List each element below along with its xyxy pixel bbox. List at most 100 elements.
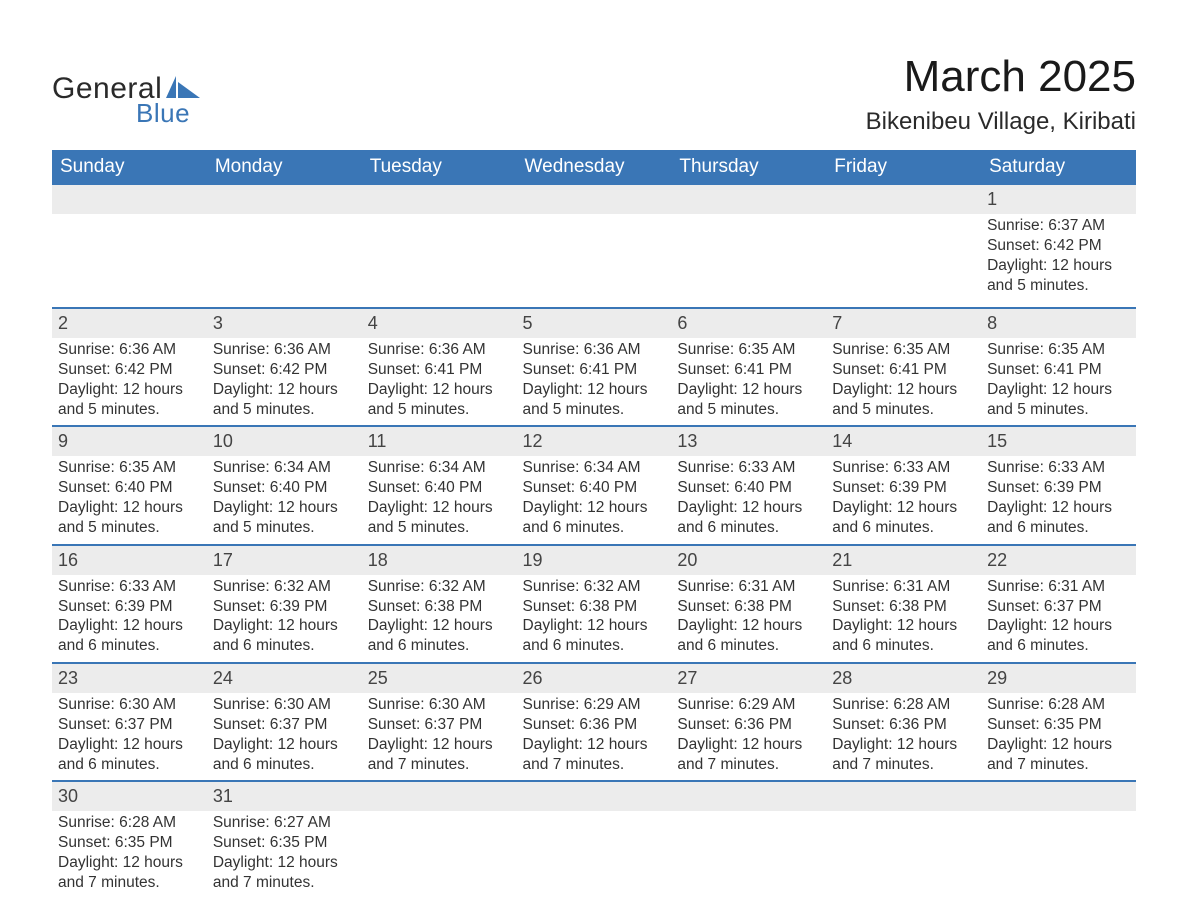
day-detail-row: Sunrise: 6:33 AMSunset: 6:39 PMDaylight:… <box>52 575 1136 663</box>
day-number-cell: 9 <box>52 426 207 456</box>
day-detail-cell: Sunrise: 6:35 AMSunset: 6:41 PMDaylight:… <box>826 338 981 426</box>
day-sunrise: Sunrise: 6:28 AM <box>832 695 975 715</box>
day-number-cell: 12 <box>517 426 672 456</box>
day-sunset: Sunset: 6:38 PM <box>677 597 820 617</box>
day-sunset: Sunset: 6:38 PM <box>523 597 666 617</box>
day-number-cell: 3 <box>207 308 362 338</box>
day-dl1: Daylight: 12 hours <box>213 498 356 518</box>
day-dl2: and 6 minutes. <box>832 636 975 656</box>
day-sunset: Sunset: 6:35 PM <box>213 833 356 853</box>
day-dl2: and 5 minutes. <box>368 400 511 420</box>
day-sunrise: Sunrise: 6:31 AM <box>987 577 1130 597</box>
day-dl2: and 5 minutes. <box>523 400 666 420</box>
day-dl1: Daylight: 12 hours <box>677 498 820 518</box>
day-dl1: Daylight: 12 hours <box>987 256 1130 276</box>
day-number-cell <box>362 185 517 214</box>
day-dl2: and 5 minutes. <box>58 400 201 420</box>
day-sunrise: Sunrise: 6:32 AM <box>523 577 666 597</box>
day-sunrise: Sunrise: 6:32 AM <box>368 577 511 597</box>
day-sunset: Sunset: 6:42 PM <box>58 360 201 380</box>
day-sunrise: Sunrise: 6:33 AM <box>677 458 820 478</box>
day-number-cell: 28 <box>826 663 981 693</box>
day-number-cell: 22 <box>981 545 1136 575</box>
day-dl2: and 6 minutes. <box>677 518 820 538</box>
day-number-row: 16171819202122 <box>52 545 1136 575</box>
day-number-cell: 29 <box>981 663 1136 693</box>
day-sunset: Sunset: 6:41 PM <box>368 360 511 380</box>
day-number-row: 3031 <box>52 781 1136 811</box>
day-number-row: 1 <box>52 185 1136 214</box>
day-sunset: Sunset: 6:36 PM <box>523 715 666 735</box>
day-dl1: Daylight: 12 hours <box>987 616 1130 636</box>
day-detail-cell <box>517 811 672 898</box>
location-subtitle: Bikenibeu Village, Kiribati <box>866 108 1136 136</box>
day-sunset: Sunset: 6:40 PM <box>677 478 820 498</box>
day-sunrise: Sunrise: 6:31 AM <box>677 577 820 597</box>
day-number-cell: 4 <box>362 308 517 338</box>
day-number-row: 9101112131415 <box>52 426 1136 456</box>
day-number-row: 2345678 <box>52 308 1136 338</box>
day-sunset: Sunset: 6:41 PM <box>523 360 666 380</box>
day-dl1: Daylight: 12 hours <box>987 498 1130 518</box>
day-sunrise: Sunrise: 6:27 AM <box>213 813 356 833</box>
day-sunrise: Sunrise: 6:30 AM <box>58 695 201 715</box>
day-detail-cell: Sunrise: 6:34 AMSunset: 6:40 PMDaylight:… <box>362 456 517 544</box>
day-sunrise: Sunrise: 6:35 AM <box>58 458 201 478</box>
day-sunrise: Sunrise: 6:36 AM <box>213 340 356 360</box>
day-sunset: Sunset: 6:35 PM <box>987 715 1130 735</box>
day-number-cell: 6 <box>671 308 826 338</box>
day-number-cell: 23 <box>52 663 207 693</box>
day-detail-cell: Sunrise: 6:33 AMSunset: 6:39 PMDaylight:… <box>826 456 981 544</box>
day-dl1: Daylight: 12 hours <box>58 498 201 518</box>
day-sunset: Sunset: 6:37 PM <box>368 715 511 735</box>
day-dl1: Daylight: 12 hours <box>58 616 201 636</box>
day-number-cell: 11 <box>362 426 517 456</box>
day-dl1: Daylight: 12 hours <box>368 616 511 636</box>
calendar-body: 1Sunrise: 6:37 AMSunset: 6:42 PMDaylight… <box>52 185 1136 899</box>
day-detail-cell <box>981 811 1136 898</box>
day-dl2: and 5 minutes. <box>368 518 511 538</box>
day-number-cell <box>52 185 207 214</box>
day-dl2: and 5 minutes. <box>832 400 975 420</box>
day-sunset: Sunset: 6:40 PM <box>368 478 511 498</box>
day-dl2: and 7 minutes. <box>523 755 666 775</box>
day-number-cell <box>362 781 517 811</box>
day-sunset: Sunset: 6:37 PM <box>58 715 201 735</box>
day-dl1: Daylight: 12 hours <box>523 735 666 755</box>
day-number-cell: 13 <box>671 426 826 456</box>
day-dl2: and 7 minutes. <box>987 755 1130 775</box>
month-title: March 2025 <box>866 52 1136 102</box>
day-detail-cell: Sunrise: 6:32 AMSunset: 6:38 PMDaylight:… <box>517 575 672 663</box>
day-sunset: Sunset: 6:39 PM <box>213 597 356 617</box>
day-detail-cell: Sunrise: 6:27 AMSunset: 6:35 PMDaylight:… <box>207 811 362 898</box>
day-dl2: and 6 minutes. <box>523 636 666 656</box>
day-detail-cell <box>826 214 981 308</box>
day-dl2: and 5 minutes. <box>58 518 201 538</box>
brand-text-blue: Blue <box>136 98 190 129</box>
day-detail-cell: Sunrise: 6:32 AMSunset: 6:39 PMDaylight:… <box>207 575 362 663</box>
day-dl2: and 5 minutes. <box>213 400 356 420</box>
day-number-cell <box>517 185 672 214</box>
day-number-cell <box>981 781 1136 811</box>
day-dl1: Daylight: 12 hours <box>832 616 975 636</box>
day-dl1: Daylight: 12 hours <box>832 380 975 400</box>
calendar-table: Sunday Monday Tuesday Wednesday Thursday… <box>52 150 1136 899</box>
day-detail-row: Sunrise: 6:36 AM Sunset: 6:42 PM Daylight:… <box>52 338 1136 426</box>
day-dl2: and 5 minutes. <box>987 276 1130 296</box>
day-dl1: Daylight: 12 hours <box>523 380 666 400</box>
day-detail-cell: Sunrise: 6:36 AMSunset: 6:41 PMDaylight:… <box>517 338 672 426</box>
day-sunrise: Sunrise: 6:34 AM <box>213 458 356 478</box>
weekday-header: Friday <box>826 150 981 185</box>
day-number-cell: 20 <box>671 545 826 575</box>
day-detail-cell: Sunrise: 6:29 AMSunset: 6:36 PMDaylight:… <box>671 693 826 781</box>
day-number-cell: 17 <box>207 545 362 575</box>
day-sunrise: Sunrise: 6:35 AM <box>677 340 820 360</box>
day-detail-cell: Sunrise: 6:31 AMSunset: 6:38 PMDaylight:… <box>826 575 981 663</box>
day-detail-cell <box>826 811 981 898</box>
day-sunset: Sunset: 6:40 PM <box>58 478 201 498</box>
day-number-cell: 30 <box>52 781 207 811</box>
day-dl2: and 7 minutes. <box>677 755 820 775</box>
day-dl2: and 6 minutes. <box>368 636 511 656</box>
day-dl2: and 6 minutes. <box>677 636 820 656</box>
day-number-cell: 16 <box>52 545 207 575</box>
